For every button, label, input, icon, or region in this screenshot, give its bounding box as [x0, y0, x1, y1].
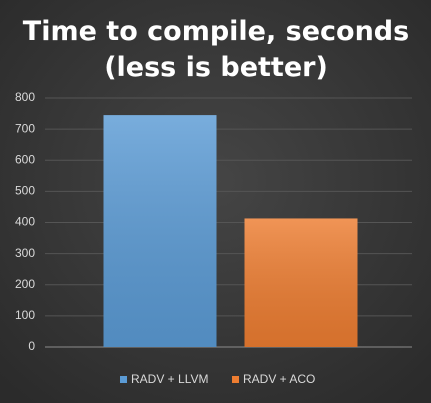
y-tick-label: 200 [15, 277, 35, 291]
bar [103, 115, 217, 348]
legend-label: RADV + ACO [243, 372, 315, 386]
y-tick-label: 0 [28, 339, 35, 353]
y-tick-label: 300 [15, 246, 35, 260]
chart-title: (less is better) [104, 52, 328, 83]
y-tick-label: 500 [15, 184, 35, 198]
bar [244, 218, 358, 347]
y-tick-label: 700 [15, 121, 35, 135]
legend-label: RADV + LLVM [131, 372, 208, 386]
y-tick-label: 400 [15, 215, 35, 229]
legend-swatch [232, 376, 239, 383]
y-tick-label: 100 [15, 308, 35, 322]
y-tick-label: 800 [15, 90, 35, 104]
chart-title: Time to compile, seconds [23, 16, 409, 47]
legend-swatch [120, 376, 127, 383]
y-tick-label: 600 [15, 152, 35, 166]
